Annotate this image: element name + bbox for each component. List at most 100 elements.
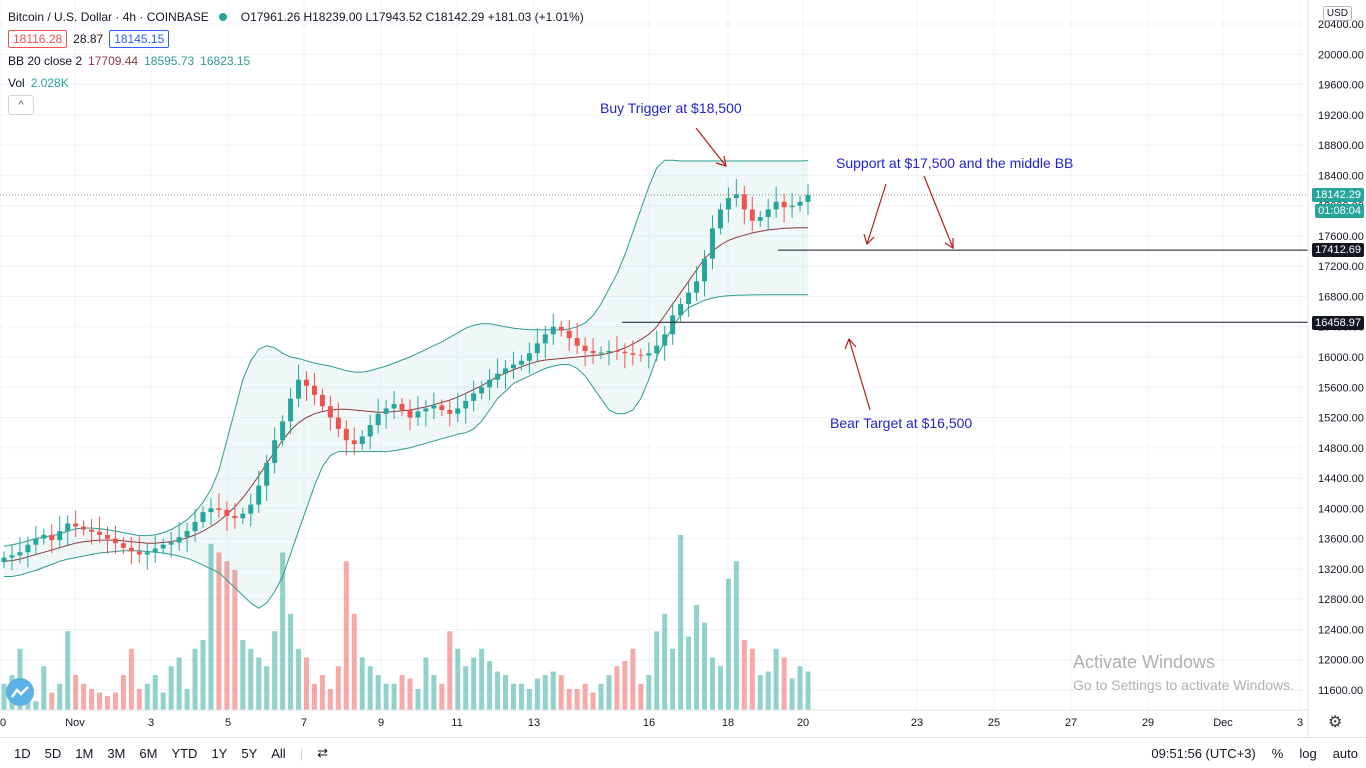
volume-bar	[351, 613, 357, 710]
candle-body	[335, 417, 341, 429]
spread-value: 28.87	[73, 32, 104, 46]
gear-icon[interactable]: ⚙	[1328, 714, 1343, 731]
volume-bar	[200, 640, 206, 710]
candle-body	[423, 408, 429, 412]
timeframe-6m[interactable]: 6M	[139, 745, 158, 761]
candle-body	[407, 409, 413, 418]
volume-bar	[487, 661, 493, 710]
candle	[232, 503, 238, 529]
volume-bar	[160, 692, 166, 710]
chart-legend: Bitcoin / U.S. Dollar · 4h · COINBASE O1…	[8, 6, 584, 116]
candle	[702, 250, 708, 297]
candle	[479, 381, 485, 400]
volume-bar	[112, 692, 118, 710]
bollinger-lower-line	[4, 294, 808, 609]
ask-price[interactable]: 18145.15	[109, 30, 170, 48]
candle-body	[439, 405, 445, 410]
symbol-title[interactable]: Bitcoin / U.S. Dollar · 4h · COINBASE	[8, 10, 209, 24]
percent-toggle[interactable]: %	[1271, 745, 1284, 761]
candle	[495, 358, 501, 389]
timeframe-all[interactable]: All	[271, 745, 286, 761]
candle	[654, 330, 660, 362]
support-price-tag: 17412.69	[1312, 243, 1364, 257]
candle	[455, 393, 461, 423]
candle	[678, 297, 684, 322]
arrow-bear-head	[844, 337, 857, 350]
candle	[439, 399, 445, 417]
candle-body	[415, 411, 421, 418]
auto-toggle[interactable]: auto	[1332, 745, 1358, 761]
volume-bar	[709, 657, 715, 710]
candle-body	[81, 526, 87, 530]
volume-bar	[558, 675, 564, 710]
candle-body	[709, 228, 715, 259]
bid-price[interactable]: 18116.28	[8, 30, 68, 48]
price-tick-label: 15200.00	[1318, 413, 1364, 425]
volume-bar	[797, 666, 803, 710]
clock-display[interactable]: 09:51:56 (UTC+3)	[1151, 745, 1256, 761]
volume-label[interactable]: Vol	[8, 76, 25, 90]
price-tick-label: 20400.00	[1318, 19, 1364, 31]
candle-body	[487, 379, 493, 388]
log-toggle[interactable]: log	[1299, 745, 1317, 761]
activate-windows-watermark: Activate Windows Go to Settings to activ…	[1073, 652, 1294, 693]
volume-bar	[128, 648, 134, 710]
currency-button[interactable]: USD	[1322, 6, 1352, 21]
candle-body	[89, 529, 95, 532]
price-tick-label: 18400.00	[1318, 170, 1364, 182]
candle	[288, 388, 294, 435]
annotation-arrows	[695, 127, 954, 411]
candle-body	[638, 354, 644, 356]
candle	[725, 187, 731, 223]
candle-body	[702, 258, 708, 282]
candle	[303, 371, 309, 401]
candle	[57, 515, 63, 549]
candle-body	[574, 338, 580, 346]
go-to-date-icon[interactable]: ⇄	[317, 745, 328, 760]
bb-label[interactable]: BB 20 close 2	[8, 54, 83, 68]
candle-body	[176, 537, 182, 543]
arrow-support-left-head	[863, 233, 875, 246]
volume-bar	[272, 631, 278, 710]
timeframe-1d[interactable]: 1D	[14, 745, 31, 761]
volume-bar	[335, 666, 341, 710]
candle	[280, 415, 286, 447]
volume-bars	[1, 535, 811, 710]
timeframe-3m[interactable]: 3M	[107, 745, 126, 761]
divider: |	[299, 745, 304, 761]
arrow-bear	[848, 338, 871, 411]
volume-bar	[280, 552, 286, 710]
candle-body	[272, 440, 278, 463]
volume-bar	[503, 675, 509, 710]
timeframe-ytd[interactable]: YTD	[171, 745, 198, 761]
time-tick-label: 13	[528, 717, 540, 729]
candle-body	[725, 198, 731, 210]
price-tick-label: 16000.00	[1318, 352, 1364, 364]
bear-price-tag: 16458.97	[1312, 316, 1364, 330]
bb-middle-value: 17709.44	[88, 54, 139, 68]
volume-bar	[789, 678, 795, 710]
candle	[558, 320, 564, 337]
collapse-legend-button[interactable]: ^	[8, 95, 34, 115]
timeframe-1y[interactable]: 1Y	[211, 745, 228, 761]
candle-body	[264, 462, 270, 486]
volume-bar	[725, 578, 731, 710]
watermark-title: Activate Windows	[1073, 652, 1216, 672]
candle-body	[327, 406, 333, 418]
candle-body	[192, 521, 198, 532]
candle	[781, 193, 787, 223]
candle	[423, 400, 429, 427]
timeframe-5d[interactable]: 5D	[44, 745, 62, 761]
candle	[152, 535, 158, 563]
candle	[65, 515, 71, 547]
candle-body	[383, 408, 389, 414]
timeframe-5y[interactable]: 5Y	[241, 745, 258, 761]
candle	[534, 328, 540, 362]
time-tick-label: 9	[378, 717, 384, 729]
candle	[582, 337, 588, 367]
timeframe-1m[interactable]: 1M	[75, 745, 94, 761]
price-tick-label: 19200.00	[1318, 110, 1364, 122]
tradingview-logo-icon[interactable]	[6, 678, 34, 706]
candlesticks	[1, 179, 811, 571]
candle-body	[104, 534, 110, 539]
